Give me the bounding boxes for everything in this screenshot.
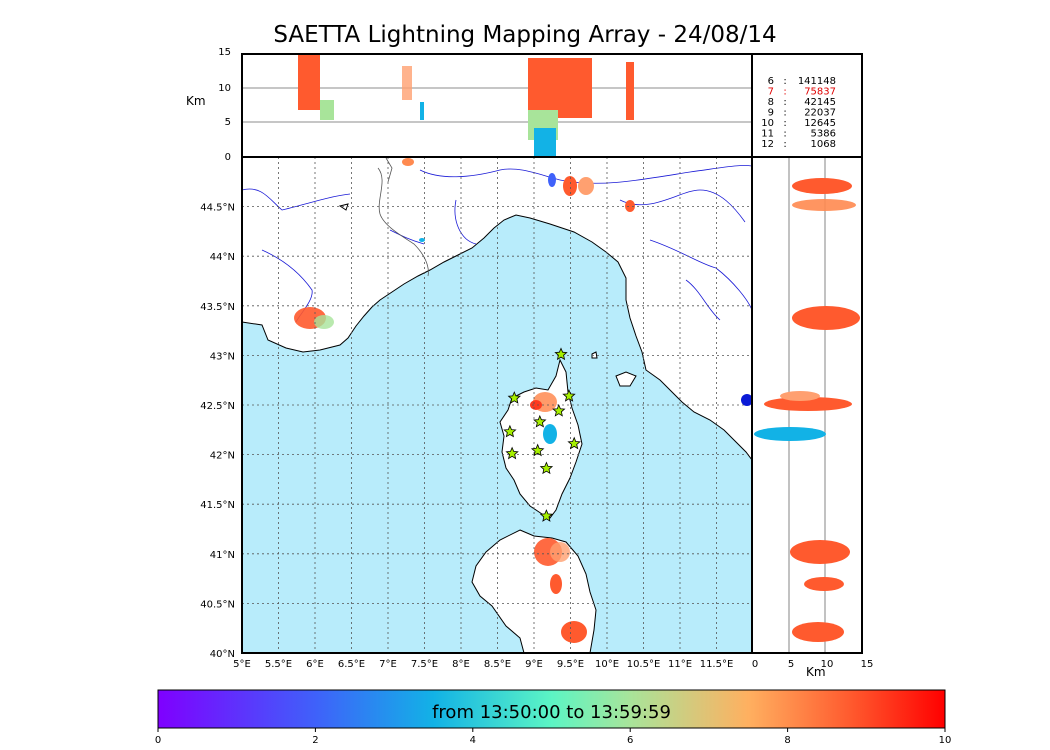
stats-row-number: 12 [761, 139, 774, 150]
lon-tick-label: 8.5°E [484, 659, 511, 670]
lat-tick-label: 40.5°N [200, 599, 235, 610]
lat-tick-label: 43°N [210, 351, 235, 362]
stats-row-number: 11 [761, 129, 774, 140]
stats-row-number: 9 [768, 108, 774, 119]
lat-tick-label: 40°N [210, 649, 235, 660]
altitude-tick-label: 0 [225, 152, 231, 163]
stats-row-number: 8 [768, 97, 774, 108]
side-panel-tick-labels: 0 5 10 15 [752, 659, 874, 670]
station-star-icon [530, 443, 545, 457]
altitude-tick-labels: 15 10 5 0 [218, 47, 231, 163]
station-star-icon [552, 403, 566, 417]
side-panel-xlabel: Km [806, 665, 826, 679]
station-star-icon [539, 461, 554, 475]
station-star-icon [503, 424, 517, 438]
altitude-tick-label: 15 [218, 47, 231, 58]
side-tick-label: 15 [861, 659, 874, 670]
latitude-tick-labels: 44.5°N 44°N 43.5°N 43°N 42.5°N 42°N 41.5°N 41°N… [200, 203, 235, 660]
stats-row-colon: : [783, 97, 786, 108]
lat-tick-label: 44.5°N [200, 203, 235, 214]
stats-row-colon: : [783, 76, 786, 87]
lon-tick-label: 5°E [233, 659, 251, 670]
altitude-ylabel: Km [186, 94, 206, 108]
stats-row-count: 42145 [804, 97, 836, 108]
stats-row-colon: : [783, 139, 786, 150]
stats-row-colon: : [783, 129, 786, 140]
colorbar-tick-label: 4 [470, 735, 476, 746]
stats-row-count: 5386 [811, 129, 836, 140]
sea-area [242, 214, 752, 653]
altitude-tick-label: 5 [225, 117, 231, 128]
colorbar-tick-label: 10 [939, 735, 952, 746]
colorbar-label: from 13:50:00 to 13:59:59 [432, 702, 671, 723]
station-markers [503, 347, 581, 522]
station-star-icon [554, 347, 568, 361]
stats-row-count: 12645 [804, 118, 836, 129]
stats-row-count: 141148 [798, 76, 836, 87]
stats-row-number: 7 [768, 87, 774, 98]
stats-row-number: 6 [768, 76, 774, 87]
sardinia-island [471, 529, 597, 653]
stats-row-number: 10 [761, 118, 774, 129]
stats-row-colon: : [783, 87, 786, 98]
side-tick-label: 5 [788, 659, 794, 670]
latitude-altitude-panel: 0 5 10 15 Km [751, 156, 874, 679]
stats-table: 6: 141148 7: 75837 8: 42145 9: 22037 10: 12645 11:… [761, 76, 836, 150]
lon-tick-label: 11°E [668, 659, 692, 670]
stats-row-colon: : [783, 118, 786, 129]
station-star-icon [533, 414, 547, 428]
station-star-icon [539, 509, 554, 522]
colorbar-tick-label: 8 [784, 735, 790, 746]
corsica-island [499, 358, 583, 519]
longitude-tick-labels: 5°E 5.5°E 6°E 6.5°E 7°E 7.5°E 8°E 8.5°E 9°E 9.5°E… [233, 659, 733, 670]
colorbar-tick-label: 0 [155, 735, 161, 746]
side-tick-label: 10 [821, 659, 834, 670]
lat-tick-label: 43.5°N [200, 302, 235, 313]
lon-tick-label: 9.5°E [557, 659, 584, 670]
lat-tick-label: 42.5°N [200, 401, 235, 412]
plot-title: SAETTA Lightning Mapping Array - 24/08/1… [273, 22, 777, 48]
station-star-icon [562, 389, 576, 402]
stats-row-count: 1068 [811, 139, 836, 150]
lightning-sources [294, 158, 635, 643]
lon-tick-label: 9°E [525, 659, 543, 670]
station-star-icon [505, 446, 519, 460]
lat-tick-label: 41.5°N [200, 500, 235, 511]
borders [377, 157, 429, 277]
lat-tick-label: 44°N [210, 252, 235, 263]
lon-tick-label: 8°E [452, 659, 470, 670]
stats-row-colon: : [783, 108, 786, 119]
colorbar-tick-label: 2 [312, 735, 318, 746]
lon-tick-label: 6.5°E [338, 659, 365, 670]
altitude-tick-label: 10 [218, 83, 231, 94]
lon-tick-label: 7.5°E [411, 659, 438, 670]
colorbar-tick-labels: 0 2 4 6 8 10 [155, 728, 952, 746]
lat-tick-label: 42°N [210, 451, 235, 462]
station-star-icon [507, 391, 521, 404]
lon-tick-label: 6°E [306, 659, 324, 670]
station-star-icon [567, 436, 581, 450]
lon-tick-label: 7°E [379, 659, 397, 670]
stats-row-count: 22037 [804, 108, 836, 119]
map-grid [242, 157, 752, 653]
side-tick-label: 0 [752, 659, 758, 670]
lon-tick-label: 11.5°E [700, 659, 734, 670]
colorbar: 0 2 4 6 8 10 [155, 689, 952, 746]
lon-tick-label: 10.5°E [627, 659, 661, 670]
stats-row-count: 75837 [804, 87, 836, 98]
colorbar-tick-label: 6 [627, 735, 633, 746]
lon-tick-label: 5.5°E [265, 659, 292, 670]
lat-tick-label: 41°N [210, 550, 235, 561]
map-panel: 5°E 5.5°E 6°E 6.5°E 7°E 7.5°E 8°E 8.5°E 9°E 9.5°E… [200, 156, 753, 670]
lon-tick-label: 10°E [595, 659, 619, 670]
